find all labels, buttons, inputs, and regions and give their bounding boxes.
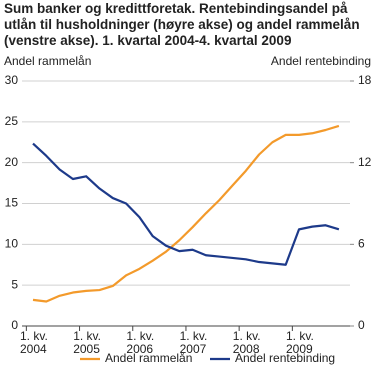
x-tick-label: 1. kv. 2009 [286, 329, 314, 356]
x-tick-label: 1. kv. 2006 [126, 329, 155, 356]
y2-axis-label: Andel rentebinding [271, 54, 371, 68]
y2-tick-label: 12 [358, 155, 372, 169]
y-tick-label: 10 [5, 237, 19, 251]
series-line [32, 142, 340, 266]
x-tick-label: 1. kv. 2007 [179, 329, 208, 356]
x-tick-label: 1. kv. 2005 [73, 329, 101, 356]
y-tick-label: 0 [11, 318, 18, 332]
chart-title: Sum banker og kredittforetak. Rentebindi… [4, 1, 360, 48]
y2-tick-label: 6 [358, 237, 365, 251]
y2-tick-label: 18 [358, 73, 372, 87]
y-tick-label: 25 [5, 114, 19, 128]
y-tick-label: 5 [11, 277, 18, 291]
y-tick-label: 20 [5, 155, 19, 169]
y-tick-label: 30 [5, 73, 19, 87]
y2-tick-label: 0 [358, 318, 365, 332]
x-tick-label: 1. kv. 2008 [232, 329, 261, 356]
legend-label: Andel rammelån [105, 351, 192, 365]
legend-label: Andel rentebinding [235, 351, 335, 365]
y-tick-label: 15 [5, 196, 19, 210]
series-line [32, 124, 340, 303]
x-tick-label: 1. kv. 2004 [20, 329, 48, 356]
y-axis-label: Andel rammelån [4, 54, 91, 68]
